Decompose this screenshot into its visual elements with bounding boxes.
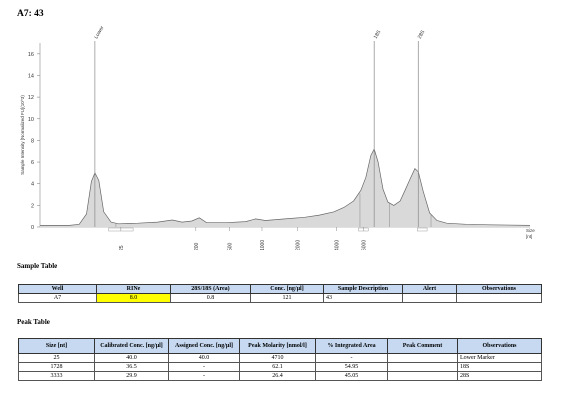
x-tick-label: 2000 xyxy=(295,240,301,250)
series-area xyxy=(40,149,530,227)
x-tick-label: 6000 xyxy=(361,240,367,250)
sample-table-cell: A7 xyxy=(18,293,97,303)
peak-label: 18S xyxy=(373,29,383,40)
peak-table-cell: 1728 xyxy=(18,362,95,372)
peak-table-cell: Lower Marker xyxy=(457,353,542,363)
peak-bracket xyxy=(358,227,369,232)
y-tick-label: 14 xyxy=(28,73,34,79)
sample-table-header: Sample Description xyxy=(323,284,403,294)
peak-table-cell: 25 xyxy=(18,353,95,363)
sample-table-header: Alert xyxy=(402,284,457,294)
peak-table-cell xyxy=(387,362,458,372)
peak-table-cell: 28S xyxy=(457,371,542,381)
page-title: A7: 43 xyxy=(17,9,44,19)
peak-table-cell: 3333 xyxy=(18,371,95,381)
sample-table-title: Sample Table xyxy=(17,262,58,270)
y-tick-label: 4 xyxy=(31,182,34,188)
y-tick-label: 2 xyxy=(31,203,34,209)
x-tick-label: 500 xyxy=(228,242,234,250)
peak-table-cell: 29.9 xyxy=(94,371,169,381)
sample-table-cell: 121 xyxy=(250,293,324,303)
peak-table-cell: 18S xyxy=(457,362,542,372)
x-unit-name: Size xyxy=(526,228,535,233)
y-tick-label: 6 xyxy=(31,160,34,166)
peak-table-header: Peak Comment xyxy=(387,338,458,354)
peak-table-cell: 54.95 xyxy=(315,362,388,372)
y-tick-label: 12 xyxy=(28,95,34,101)
sample-table-header: Observations xyxy=(456,284,542,294)
peak-table-header: Peak Molarity [nmol/l] xyxy=(239,338,316,354)
sample-table: Well RINe 28S/18S (Area) Conc. [ng/µl] Sampl… xyxy=(18,284,542,303)
peak-table-cell: 36.5 xyxy=(94,362,169,372)
series-line xyxy=(40,148,531,226)
peak-table: Size [nt] Calibrated Conc. [ng/µl] Assigne… xyxy=(18,338,542,381)
y-tick-label: 16 xyxy=(28,52,34,58)
peak-table-header: Size [nt] xyxy=(18,338,95,354)
y-axis-label: Sample Intensity [Normalized FU](10^3) xyxy=(20,95,25,175)
peak-table-cell xyxy=(387,371,458,381)
peak-table-cell: - xyxy=(168,371,240,381)
peak-table-cell xyxy=(387,353,458,363)
table-row: 1728 36.5-62.1 54.95 18S xyxy=(18,362,542,372)
peak-table-header: Observations xyxy=(457,338,542,354)
sample-table-cell: 43 xyxy=(323,293,403,303)
x-tick-label: 25 xyxy=(119,245,125,250)
sample-table-cell: 8.0 xyxy=(96,293,171,303)
peak-table-header: Assigned Conc. [ng/µl] xyxy=(168,338,240,354)
electropherogram-chart: 0 2 4 6 8 10 12 14 16 Sample Intensity [Normalize… xyxy=(20,25,535,250)
peak-table-header: Calibrated Conc. [ng/µl] xyxy=(94,338,169,354)
sample-table-cell xyxy=(402,293,457,303)
peak-table-title: Peak Table xyxy=(17,318,50,326)
peak-bracket xyxy=(417,227,428,232)
peak-table-cell: - xyxy=(315,353,388,363)
peak-table-cell: 40.0 xyxy=(94,353,169,363)
peak-label: 28S xyxy=(417,29,427,40)
y-tick-label: 8 xyxy=(31,138,34,144)
table-row: 25 40.0 40.0 4710- Lower Marker xyxy=(18,353,542,363)
sample-table-cell xyxy=(456,293,542,303)
y-tick-label: 10 xyxy=(28,117,34,123)
peak-table-cell: 45.05 xyxy=(315,371,388,381)
peak-table-cell: - xyxy=(168,362,240,372)
sample-table-header: 28S/18S (Area) xyxy=(170,284,251,294)
table-row: A7 8.0 0.8 121 43 xyxy=(18,293,542,303)
x-tick-label: 1000 xyxy=(260,240,266,250)
sample-table-header: Well xyxy=(18,284,97,294)
peak-table-header: % Integrated Area xyxy=(315,338,388,354)
peak-label: Lower xyxy=(93,25,105,40)
peak-table-cell: 62.1 xyxy=(239,362,316,372)
sample-table-cell: 0.8 xyxy=(170,293,251,303)
peak-table-cell: 26.4 xyxy=(239,371,316,381)
table-row: 3333 29.9-26.4 45.05 28S xyxy=(18,371,542,381)
peak-bracket xyxy=(108,227,134,232)
peak-table-cell: 4710 xyxy=(239,353,316,363)
sample-table-header: Conc. [ng/µl] xyxy=(250,284,324,294)
sample-table-header: RINe xyxy=(96,284,171,294)
y-tick-label: 0 xyxy=(31,225,34,231)
peak-table-cell: 40.0 xyxy=(168,353,240,363)
x-unit-label: [nt] xyxy=(526,234,532,239)
x-tick-label: 200 xyxy=(194,242,200,250)
x-tick-label: 4000 xyxy=(334,240,340,250)
